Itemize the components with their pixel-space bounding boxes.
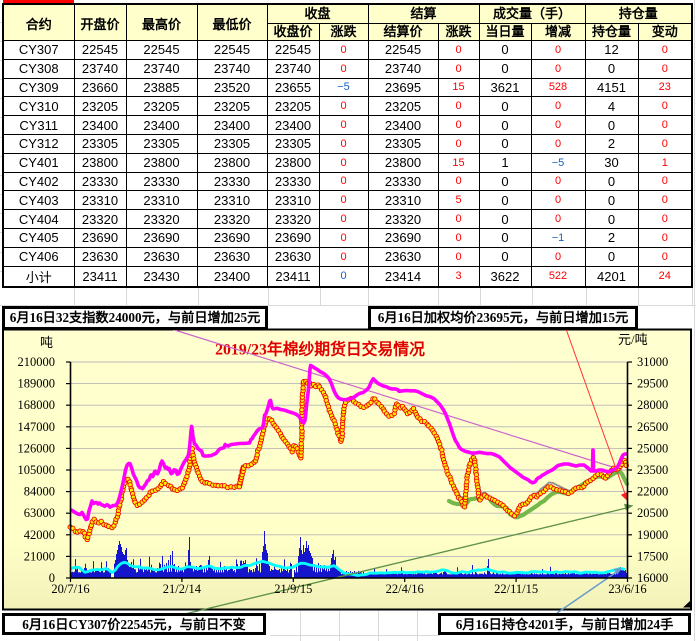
svg-text:210000: 210000: [18, 355, 56, 369]
svg-text:25000: 25000: [637, 441, 668, 455]
svg-text:189000: 189000: [18, 377, 56, 391]
svg-text:21/9/15: 21/9/15: [274, 582, 312, 596]
svg-text:21/2/14: 21/2/14: [163, 582, 202, 596]
svg-text:20500: 20500: [637, 506, 668, 520]
svg-text:元/吨: 元/吨: [618, 332, 648, 347]
svg-text:105000: 105000: [18, 463, 56, 477]
svg-text:168000: 168000: [18, 398, 56, 412]
svg-text:21000: 21000: [24, 549, 55, 563]
svg-text:84000: 84000: [24, 485, 55, 499]
svg-text:29500: 29500: [637, 377, 668, 391]
svg-text:42000: 42000: [24, 528, 55, 542]
svg-text:19000: 19000: [637, 528, 668, 542]
svg-text:28000: 28000: [637, 398, 668, 412]
svg-text:63000: 63000: [24, 506, 55, 520]
svg-text:26500: 26500: [637, 420, 668, 434]
svg-text:16000: 16000: [637, 571, 668, 585]
svg-text:22/11/15: 22/11/15: [494, 582, 538, 596]
svg-text:23500: 23500: [637, 463, 668, 477]
svg-text:2019/23年棉纱期货日交易情况: 2019/23年棉纱期货日交易情况: [215, 340, 425, 359]
svg-text:31000: 31000: [637, 355, 668, 369]
svg-text:吨: 吨: [40, 335, 53, 350]
svg-text:22/4/16: 22/4/16: [386, 582, 424, 596]
svg-text:22000: 22000: [637, 485, 668, 499]
svg-text:17500: 17500: [637, 549, 668, 563]
svg-text:147000: 147000: [18, 420, 56, 434]
svg-text:23/6/16: 23/6/16: [608, 582, 646, 596]
svg-text:0: 0: [49, 571, 55, 585]
svg-text:126000: 126000: [18, 441, 56, 455]
svg-text:20/7/16: 20/7/16: [51, 582, 89, 596]
